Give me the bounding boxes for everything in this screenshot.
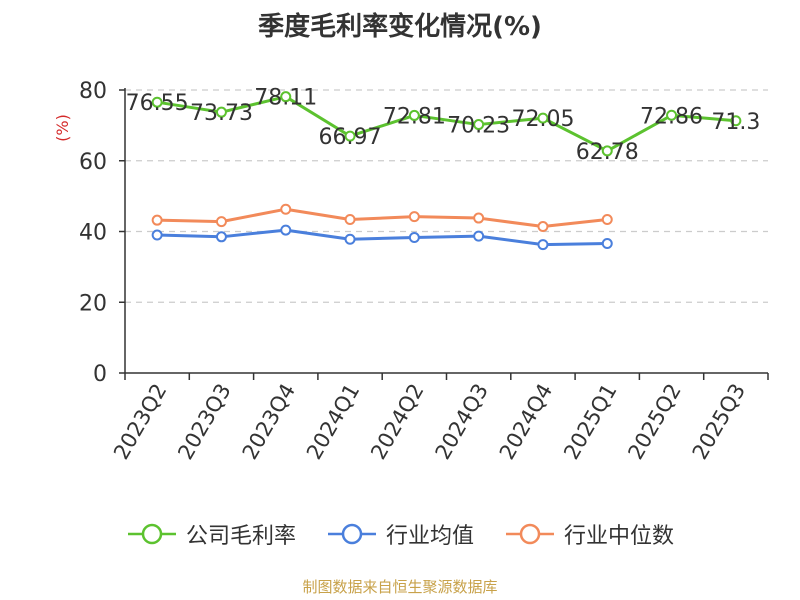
- x-tick-label: 2023Q3: [173, 380, 235, 464]
- x-tick-label: 2024Q1: [302, 380, 364, 464]
- series-line-1: [157, 228, 608, 247]
- data-label: 76.55: [126, 91, 189, 116]
- data-point[interactable]: [280, 91, 292, 103]
- data-point[interactable]: [408, 211, 420, 223]
- data-label: 72.05: [511, 107, 574, 132]
- data-point[interactable]: [151, 229, 163, 241]
- x-tick-label: 2025Q1: [559, 380, 621, 464]
- chart-title: 季度毛利率变化情况(%): [258, 12, 542, 42]
- legend-item-industry-mean[interactable]: 行业均值: [326, 518, 474, 550]
- y-axis-label: (%): [53, 114, 72, 142]
- y-tick-label: 60: [79, 150, 107, 175]
- series-line-0: [156, 95, 736, 153]
- x-tick-label: 2024Q2: [366, 380, 428, 464]
- legend-line-marker-icon: [327, 523, 376, 545]
- y-tick-label: 40: [79, 221, 107, 246]
- y-tick-label: 80: [79, 79, 107, 104]
- data-point[interactable]: [730, 115, 742, 127]
- data-point[interactable]: [344, 233, 356, 245]
- x-tick-label: 2024Q3: [431, 380, 493, 464]
- data-label: 78.11: [254, 86, 317, 111]
- legend: 公司毛利率 行业均值 行业中位数: [0, 518, 800, 550]
- data-label: 66.97: [319, 125, 382, 150]
- legend-label: 行业中位数: [564, 524, 675, 549]
- x-tick-label: 2025Q2: [623, 380, 685, 464]
- x-tick-label: 2023Q2: [109, 380, 171, 464]
- legend-label: 行业均值: [385, 524, 474, 549]
- data-point[interactable]: [215, 231, 227, 243]
- x-tick-label: 2025Q3: [688, 380, 750, 464]
- grid-lines: [125, 89, 768, 303]
- data-point[interactable]: [537, 221, 549, 233]
- legend-line-marker-icon: [506, 523, 554, 545]
- data-point[interactable]: [280, 203, 292, 215]
- data-point[interactable]: [215, 216, 227, 228]
- data-label: 71.3: [711, 110, 760, 135]
- y-tick-label: 0: [93, 362, 107, 387]
- data-label: 72.81: [383, 104, 446, 129]
- data-point[interactable]: [666, 109, 678, 121]
- data-point[interactable]: [473, 230, 485, 242]
- data-point[interactable]: [151, 96, 163, 108]
- legend-line-marker-icon: [127, 523, 176, 545]
- legend-item-company[interactable]: 公司毛利率: [126, 518, 296, 550]
- data-point[interactable]: [473, 212, 485, 224]
- series-layer: [151, 91, 742, 251]
- y-tick-label: 20: [79, 291, 107, 316]
- data-point[interactable]: [344, 213, 356, 225]
- data-point[interactable]: [280, 224, 292, 236]
- data-point[interactable]: [215, 106, 227, 118]
- legend-label: 公司毛利率: [185, 524, 296, 549]
- data-label: 72.86: [640, 104, 703, 129]
- data-point[interactable]: [601, 213, 613, 225]
- data-label: 70.23: [447, 114, 510, 139]
- data-point[interactable]: [601, 145, 613, 157]
- x-tick-label: 2023Q4: [238, 380, 300, 464]
- data-point[interactable]: [473, 119, 485, 131]
- data-point[interactable]: [344, 130, 356, 142]
- data-point[interactable]: [151, 214, 163, 226]
- data-point[interactable]: [408, 232, 420, 244]
- source-note: 制图数据来自恒生聚源数据库: [302, 578, 498, 596]
- data-point[interactable]: [537, 112, 549, 124]
- x-tick-label: 2024Q4: [495, 380, 557, 464]
- series-line-2: [157, 207, 608, 229]
- data-label: 62.78: [576, 140, 639, 165]
- data-point[interactable]: [408, 109, 420, 121]
- data-point[interactable]: [537, 239, 549, 251]
- legend-item-industry-median[interactable]: 行业中位数: [504, 518, 674, 550]
- data-point[interactable]: [601, 238, 613, 250]
- data-label: 73.73: [190, 101, 253, 126]
